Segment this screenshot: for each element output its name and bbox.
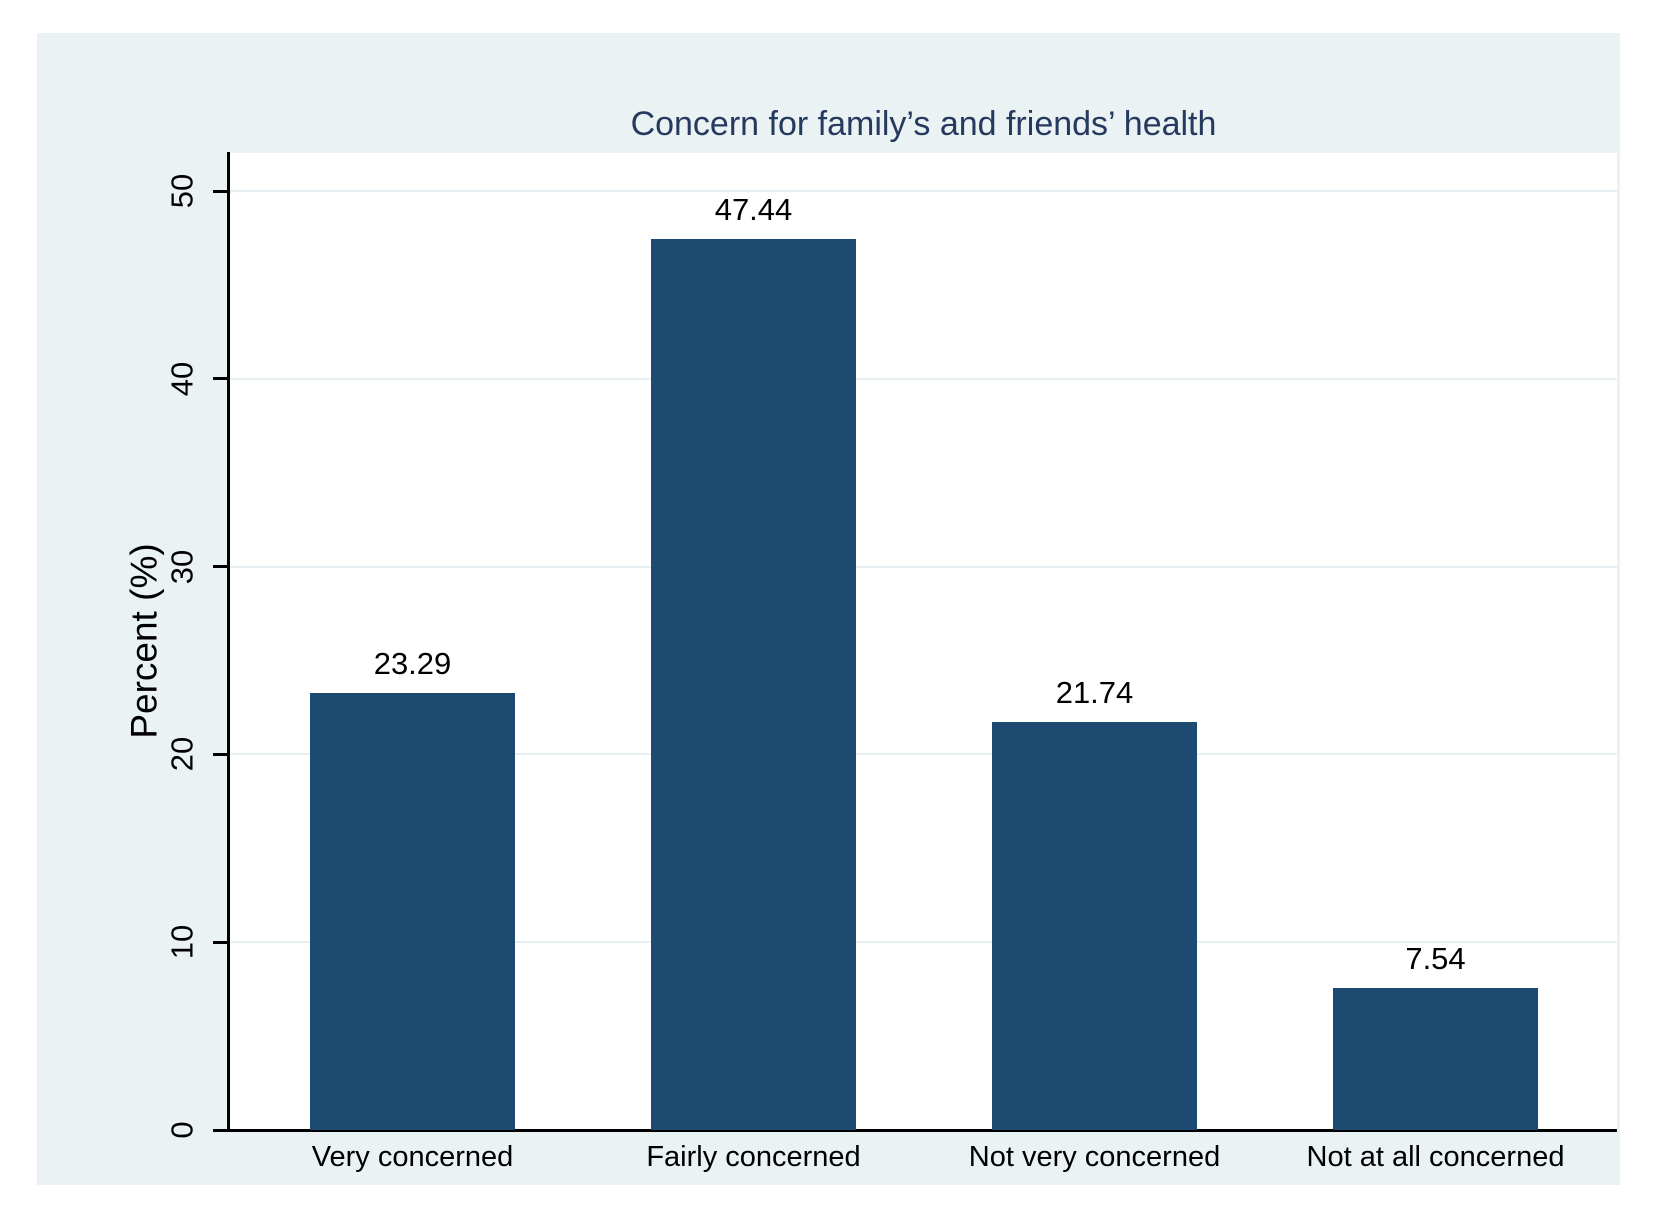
category-label: Not very concerned xyxy=(968,1141,1221,1173)
bar xyxy=(1333,988,1538,1130)
y-axis-line xyxy=(227,152,230,1132)
y-tick-mark xyxy=(213,940,228,944)
y-tick-label: 20 xyxy=(164,737,200,772)
bar-value-label: 21.74 xyxy=(1055,674,1134,710)
y-tick-label: 0 xyxy=(164,1121,200,1139)
y-tick-label: 50 xyxy=(164,173,200,209)
bar-value-label: 23.29 xyxy=(373,645,452,681)
gridline xyxy=(230,377,1617,380)
bar xyxy=(992,721,1197,1130)
y-tick-mark xyxy=(213,189,228,193)
chart-title: Concern for family’s and friends’ health xyxy=(630,105,1217,143)
y-tick-mark xyxy=(213,752,228,756)
category-label: Very concerned xyxy=(311,1141,514,1173)
category-label: Not at all concerned xyxy=(1306,1141,1565,1173)
gridline xyxy=(230,753,1617,756)
bar xyxy=(310,692,515,1130)
bar-value-label: 7.54 xyxy=(1405,941,1466,977)
y-tick-label: 30 xyxy=(164,549,200,584)
gridline xyxy=(230,941,1617,944)
bar xyxy=(651,239,856,1130)
y-tick-label: 10 xyxy=(164,924,200,960)
y-tick-mark xyxy=(213,1128,228,1132)
y-tick-mark xyxy=(213,377,228,381)
y-tick-label: 40 xyxy=(164,361,200,397)
x-axis-line xyxy=(213,1129,1617,1132)
gridline xyxy=(230,565,1617,568)
bar-value-label: 47.44 xyxy=(714,192,793,228)
y-tick-mark xyxy=(213,565,228,569)
gridline xyxy=(230,190,1617,192)
y-axis-title: Percent (%) xyxy=(123,543,165,739)
chart-canvas: Concern for family’s and friends’ health… xyxy=(37,33,1620,1185)
category-label: Fairly concerned xyxy=(646,1141,861,1173)
